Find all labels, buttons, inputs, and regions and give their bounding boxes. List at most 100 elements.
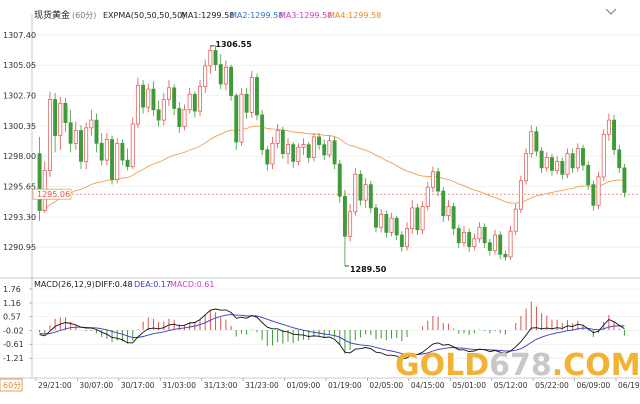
candle-body	[275, 130, 280, 144]
macd-grid	[32, 288, 640, 359]
period-button-box[interactable]	[0, 378, 23, 392]
period-button-label[interactable]: 60分	[3, 381, 21, 390]
candle-body	[415, 207, 420, 231]
candle-body	[187, 93, 192, 111]
candle	[451, 202, 456, 235]
macd-tick-label: 0.57	[3, 313, 21, 322]
candle-body	[550, 157, 554, 171]
time-axis: 29/21:00 30/07:00 30/17:00 31/03:00 31/13:00…	[35, 378, 640, 390]
candle	[79, 125, 83, 170]
candle-body	[612, 119, 617, 151]
candle-body	[420, 206, 425, 231]
candle	[203, 59, 208, 93]
candle-body	[53, 99, 58, 136]
time-tick-label: 01/19:00	[328, 381, 362, 390]
candle-body	[503, 253, 508, 258]
candle	[539, 147, 544, 174]
candle	[591, 180, 596, 211]
candle-body	[213, 50, 218, 65]
candle	[135, 77, 140, 128]
period-button[interactable]: 60分	[0, 378, 23, 392]
candle-body	[244, 93, 249, 113]
candle-body	[379, 213, 384, 228]
candle-body	[68, 122, 73, 144]
candle-body	[410, 207, 415, 229]
candle-body	[337, 163, 342, 197]
candle	[622, 163, 627, 198]
candle-body	[296, 146, 301, 162]
candle-body	[89, 119, 94, 129]
candle	[172, 83, 177, 115]
candle	[146, 83, 151, 113]
candle	[446, 200, 451, 221]
candle	[63, 98, 68, 132]
period-label: (60分)	[72, 11, 96, 20]
candle	[410, 200, 415, 234]
candle	[177, 102, 182, 134]
candle	[379, 209, 384, 233]
candle-body	[462, 232, 466, 244]
candle-body	[332, 140, 337, 165]
macd-dea-label: DEA:0.17	[134, 280, 171, 289]
candle-body	[472, 238, 477, 247]
candle	[234, 92, 239, 150]
candle-body	[73, 130, 78, 144]
candle	[151, 81, 156, 117]
candle-body	[394, 217, 399, 236]
candle	[84, 122, 89, 170]
candle-body	[172, 87, 177, 109]
candle-body	[203, 65, 208, 87]
candle-body	[130, 123, 135, 167]
time-tick-label: 06/19:00	[618, 381, 640, 390]
candle-body	[104, 139, 109, 161]
candle-body	[374, 207, 378, 228]
candle	[565, 148, 570, 179]
candle	[477, 222, 482, 243]
time-tick-label: 30/07:00	[79, 381, 113, 390]
candle	[420, 201, 425, 234]
candle-body	[208, 50, 213, 67]
price-tick-label: 1290.95	[3, 243, 36, 252]
macd-value-label: MACD:0.61	[170, 280, 215, 289]
candle	[125, 148, 130, 171]
candle	[239, 87, 244, 146]
time-tick-label: 31/23:00	[245, 381, 279, 390]
time-tick-label: 05/12:00	[494, 381, 528, 390]
candle-body	[317, 136, 322, 145]
candle-body	[156, 109, 161, 121]
candle-body	[79, 130, 83, 162]
candle	[141, 80, 146, 114]
candle	[255, 73, 259, 121]
macd-tick-label: -1.21	[3, 354, 24, 363]
candle-body	[327, 140, 332, 156]
candle-body	[192, 93, 197, 112]
candle-body	[229, 66, 234, 96]
candle	[555, 156, 560, 175]
candle	[110, 135, 114, 185]
candle	[560, 157, 565, 180]
candle	[436, 167, 441, 197]
candle-body	[601, 133, 606, 178]
candle-body	[586, 164, 591, 185]
candle-body	[322, 144, 327, 156]
candle-body	[135, 84, 140, 125]
collapse-icon[interactable]	[605, 8, 617, 15]
indicator-label: EXPMA(50,50,50,50)	[103, 11, 185, 20]
candle	[322, 139, 327, 161]
candle	[47, 91, 52, 177]
expma-line	[39, 125, 625, 211]
time-tick-label: 06/09:00	[577, 381, 611, 390]
candle	[606, 113, 611, 141]
candle-body	[565, 153, 570, 175]
macd-legend: MACD(26,12,9) DIFF:0.48 DEA:0.17 MACD:0.…	[34, 280, 215, 289]
candle	[462, 225, 466, 247]
candle-body	[368, 184, 373, 209]
candle-body	[596, 176, 601, 206]
candle-body	[518, 180, 523, 210]
time-tick-label: 29/21:00	[38, 381, 72, 390]
candle-body	[177, 108, 182, 127]
price-axis: 1307.40 1305.05 1302.70 1300.35 1298.00 1295.…	[3, 14, 36, 378]
annotation-label: 1306.55	[215, 40, 252, 49]
candle-body	[534, 131, 539, 152]
